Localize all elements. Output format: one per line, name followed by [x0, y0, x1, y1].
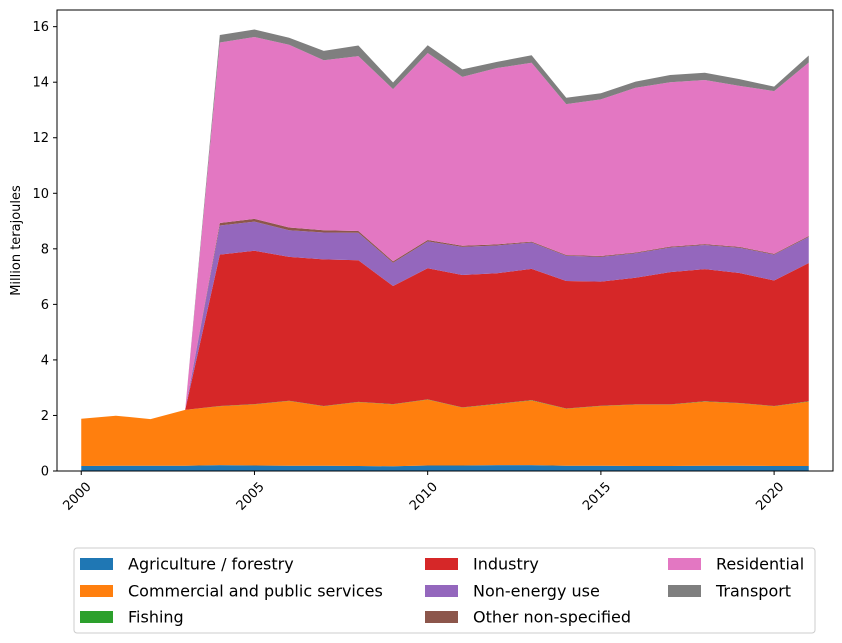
y-tick-label: 12 [32, 131, 49, 146]
legend-label: Agriculture / forestry [128, 555, 294, 574]
legend-label: Transport [715, 582, 791, 601]
area-layer [81, 29, 809, 471]
y-tick-label: 16 [32, 20, 49, 35]
legend-swatch [80, 558, 113, 570]
y-tick-label: 0 [41, 465, 49, 480]
x-axis: 2000 2005 2010 2015 2020 [61, 471, 787, 514]
legend-swatch [668, 558, 701, 570]
legend-swatch [80, 611, 113, 623]
legend-label: Other non-specified [473, 608, 631, 627]
plot-frame [56, 9, 834, 472]
area-series-4 [81, 221, 809, 420]
legend-label: Fishing [128, 608, 184, 627]
x-tick-label: 2015 [580, 480, 614, 514]
legend-swatch [425, 611, 458, 623]
legend-label: Residential [716, 555, 804, 574]
legend-swatch [425, 585, 458, 597]
y-tick-label: 8 [41, 242, 49, 257]
legend-swatch [425, 558, 458, 570]
area-series-1 [81, 399, 809, 467]
area-series-3 [81, 250, 809, 420]
x-tick-label: 2005 [234, 480, 268, 514]
y-tick-label: 10 [32, 187, 49, 202]
legend-swatch [80, 585, 113, 597]
x-tick-label: 2010 [407, 480, 441, 514]
y-tick-label: 14 [32, 76, 49, 91]
y-tick-label: 4 [41, 353, 49, 368]
area-series-0 [81, 465, 809, 471]
legend-swatch [668, 585, 701, 597]
area-series-6 [81, 36, 809, 420]
x-tick-label: 2000 [61, 480, 95, 514]
y-tick-label: 6 [41, 298, 49, 313]
legend: Agriculture / forestry Commercial and pub… [73, 547, 816, 634]
y-axis-title: Million terajoules [9, 185, 24, 296]
legend-label: Industry [473, 555, 539, 574]
y-tick-label: 2 [41, 409, 49, 424]
legend-label: Commercial and public services [128, 582, 383, 601]
legend-label: Non-energy use [473, 582, 600, 601]
x-tick-label: 2020 [753, 480, 787, 514]
y-axis: 0 2 4 6 8 10 12 14 16 [32, 20, 57, 480]
